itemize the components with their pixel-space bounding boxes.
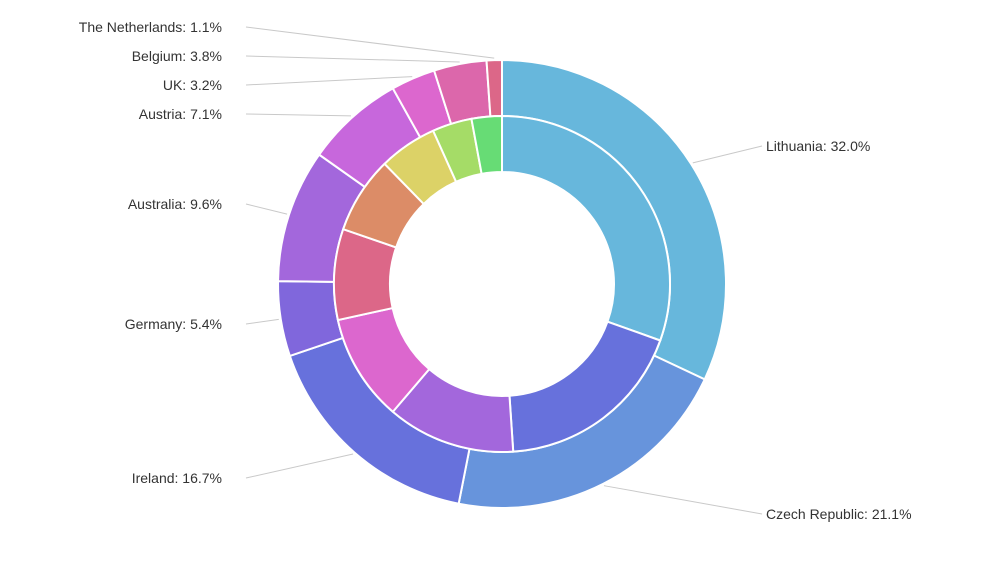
inner-slice-1[interactable] xyxy=(501,114,671,342)
data-label-australia: Australia: 9.6% xyxy=(128,196,222,212)
leader-line-belgium xyxy=(245,55,460,63)
leader-line-czech-republic xyxy=(603,485,763,515)
data-label-the-netherlands: The Netherlands: 1.1% xyxy=(79,19,222,35)
data-label-uk: UK: 3.2% xyxy=(163,77,222,93)
label-leader-lines xyxy=(245,26,763,515)
data-label-germany: Germany: 5.4% xyxy=(125,316,222,332)
leader-line-ireland xyxy=(245,453,354,479)
leader-line-australia xyxy=(245,203,288,215)
data-label-belgium: Belgium: 3.8% xyxy=(132,48,222,64)
leader-line-lithuania xyxy=(692,145,763,164)
data-label-ireland: Ireland: 16.7% xyxy=(132,470,222,486)
inner-ring xyxy=(333,114,671,453)
leader-line-uk xyxy=(245,76,413,86)
inner-slice-9[interactable] xyxy=(470,114,503,176)
data-label-czech-republic: Czech Republic: 21.1% xyxy=(766,506,912,522)
data-label-lithuania: Lithuania: 32.0% xyxy=(766,138,870,154)
outer-slice-the-netherlands[interactable] xyxy=(485,58,503,118)
data-label-austria: Austria: 7.1% xyxy=(139,106,222,122)
leader-line-germany xyxy=(245,318,279,325)
slice-labels: Lithuania: 32.0% Czech Republic: 21.1% Ire… xyxy=(79,19,912,522)
leader-line-austria xyxy=(245,113,351,117)
leader-line-the-netherlands xyxy=(245,26,495,59)
